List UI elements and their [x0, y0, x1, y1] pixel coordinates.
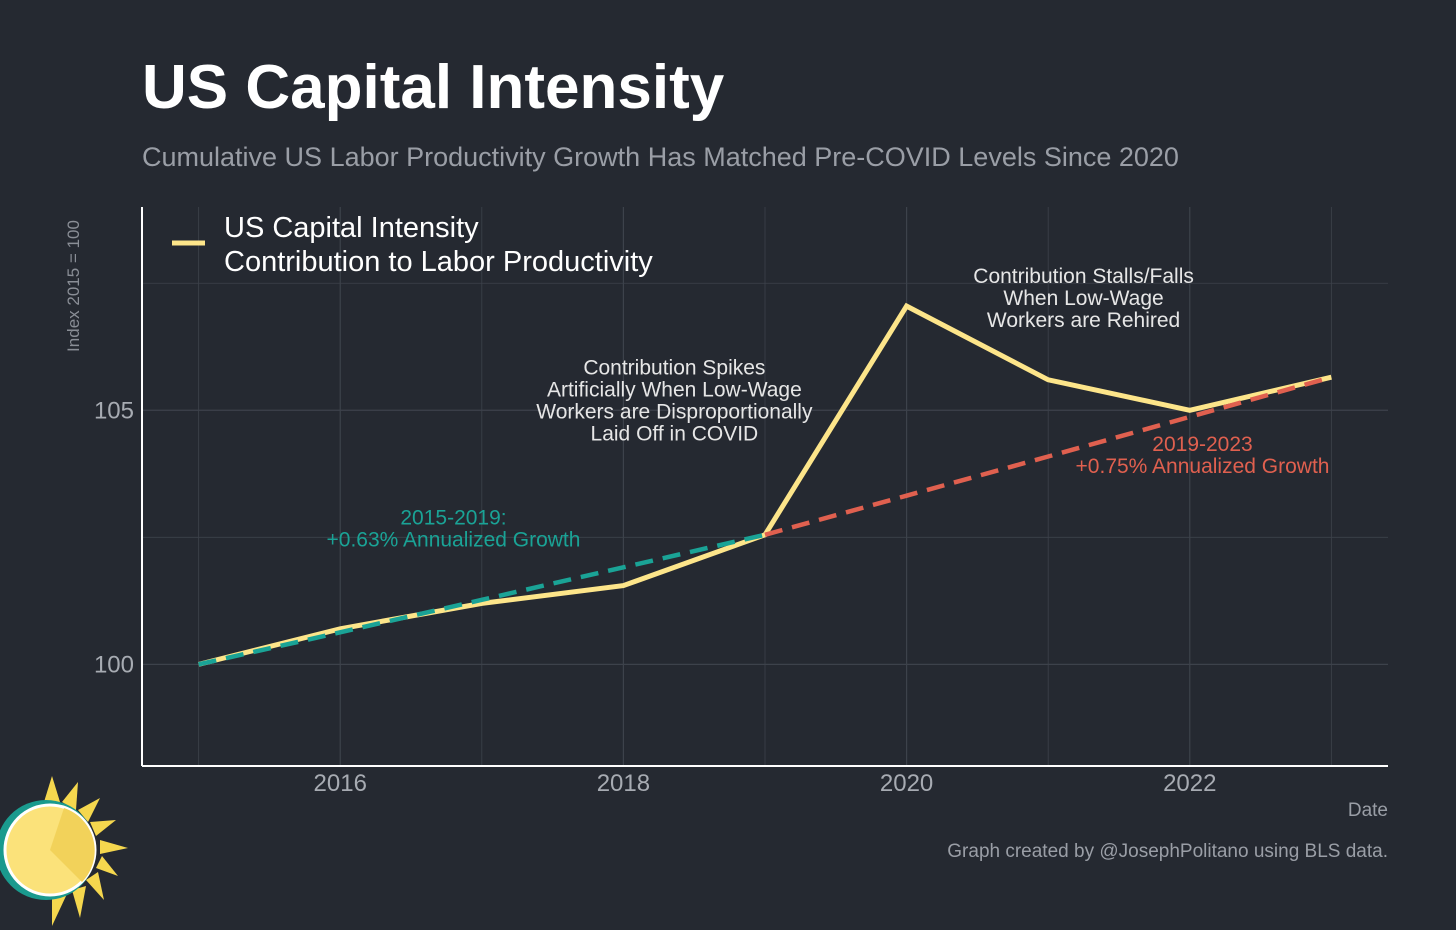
annotation-line: +0.63% Annualized Growth [327, 529, 581, 552]
y-tick-label: 100 [94, 651, 134, 678]
legend-label: US Capital Intensity [224, 212, 479, 244]
x-tick-label: 2020 [880, 770, 933, 797]
chart-annotation: 2015-2019: +0.63% Annualized Growth [327, 507, 581, 552]
annotation-line: 2015-2019: [400, 507, 506, 530]
annotation-line: Laid Off in COVID [591, 423, 759, 446]
chart-annotation: Contribution Spikes Artificially When Low… [536, 357, 813, 446]
sun-rays-icon [44, 776, 128, 926]
y-tick-label: 105 [94, 397, 134, 424]
annotation-line: Workers are Disproportionally [536, 401, 813, 424]
chart-annotation: 2019-2023 +0.75% Annualized Growth [1076, 433, 1330, 478]
x-tick-label: 2018 [597, 770, 650, 797]
sun-logo-icon [0, 776, 128, 926]
series-line-trend-2019-2023 [764, 375, 1332, 537]
x-axis-label: Date [1347, 800, 1388, 821]
annotation-line: When Low-Wage [1003, 287, 1163, 310]
series-line-trend-2015-2019 [198, 532, 766, 667]
annotation-line: Artificially When Low-Wage [547, 379, 802, 402]
annotation-line: 2019-2023 [1152, 433, 1252, 456]
x-tick-label: 2016 [314, 770, 367, 797]
annotation-line: +0.75% Annualized Growth [1076, 455, 1330, 478]
annotation-line: Workers are Rehired [987, 309, 1180, 332]
annotation-line: Contribution Spikes [583, 357, 765, 380]
sun-shade [50, 808, 95, 882]
chart-title: US Capital Intensity [142, 53, 725, 122]
legend-label: Contribution to Labor Productivity [224, 246, 653, 278]
annotation-line: Contribution Stalls/Falls [973, 265, 1194, 288]
chart-annotation: Contribution Stalls/Falls When Low-Wage Wo… [973, 265, 1194, 332]
chart-subtitle: Cumulative US Labor Productivity Growth … [142, 142, 1179, 172]
source-caption: Graph created by @JosephPolitano using B… [947, 841, 1388, 862]
x-tick-label: 2022 [1163, 770, 1216, 797]
